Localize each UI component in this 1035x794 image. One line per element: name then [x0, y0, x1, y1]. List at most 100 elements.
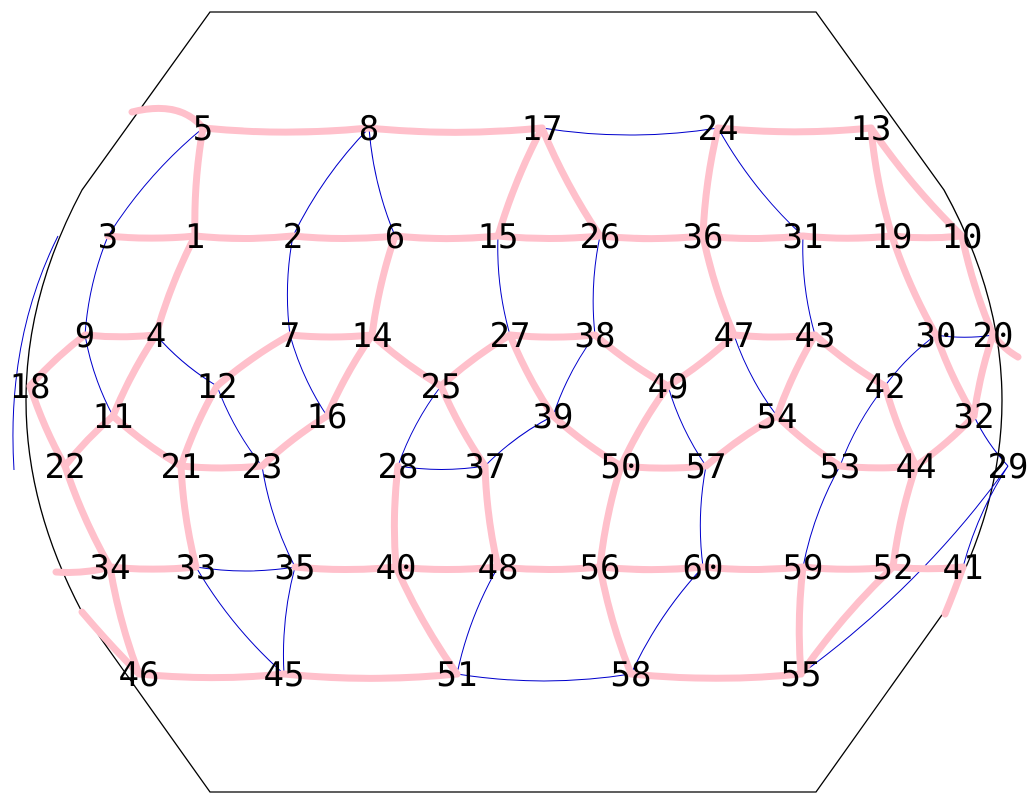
thin-edge-31-43: [802, 235, 816, 336]
thin-edge-15-27: [497, 235, 511, 336]
thick-edge-52-41: [889, 563, 967, 573]
node-label-37: 37: [465, 447, 506, 487]
thick-edge-15-26: [494, 232, 604, 243]
node-label-13: 13: [851, 109, 892, 149]
node-label-25: 25: [421, 367, 462, 407]
node-label-49: 49: [648, 367, 689, 407]
node-label-2: 2: [283, 217, 303, 257]
thick-edge-44-32: [912, 412, 978, 470]
thin-edge-8-6: [368, 127, 396, 237]
thin-edge-42-53: [839, 385, 886, 467]
thick-edge-22-34: [61, 462, 114, 571]
thick-edge-12-21: [177, 382, 221, 470]
thick-edge-56-58: [596, 563, 635, 678]
node-label-4: 4: [146, 316, 166, 356]
node-label-60: 60: [683, 548, 724, 588]
node-label-36: 36: [683, 217, 724, 257]
thin-edge-7-16: [289, 334, 328, 417]
thick-edge-36-47: [699, 232, 738, 339]
thick-edge-9-18: [26, 331, 89, 390]
node-label-46: 46: [119, 655, 160, 695]
thin-edge-8-2: [292, 127, 370, 237]
thin-edge-4-12: [155, 334, 218, 387]
thick-edge-34-46: [106, 563, 143, 678]
thin-edge-49-57: [667, 385, 707, 467]
thick-edge-20-32: [970, 331, 997, 420]
thick-edge-49-50: [617, 382, 672, 470]
thick-edge-6-14: [368, 232, 399, 339]
thick-edge-30-32: [932, 331, 978, 420]
thin-edge-47-54: [733, 334, 778, 417]
thick-edge-36-31: [699, 232, 807, 242]
node-label-7: 7: [280, 316, 300, 356]
thin-edge-28-37: [397, 465, 486, 470]
thick-edge-1-2: [191, 232, 297, 242]
thin-edge-23-35: [261, 465, 296, 568]
node-label-41: 41: [943, 548, 984, 588]
thick-edge-6-15: [391, 232, 502, 243]
node-label-19: 19: [872, 217, 913, 257]
thick-edge-38-49: [591, 331, 672, 390]
thin-edge-53-59: [802, 465, 841, 568]
thick-edge-1-4: [152, 232, 199, 339]
thick-edge-7-14: [286, 331, 376, 341]
node-label-27: 27: [490, 316, 531, 356]
node-label-20: 20: [973, 316, 1014, 356]
node-label-21: 21: [161, 447, 202, 487]
thin-edge-57-60: [699, 465, 707, 568]
node-label-35: 35: [275, 548, 316, 588]
thick-edge-48-56: [494, 563, 604, 574]
thick-edge-60-59: [699, 563, 807, 573]
thick-edge-5-1: [191, 124, 207, 240]
thin-edge-48-51: [456, 566, 499, 675]
node-label-17: 17: [522, 109, 563, 149]
thick-edge-35-40: [291, 563, 400, 574]
thick-edge-4-11: [109, 331, 160, 420]
thin-edge-32-29: [973, 415, 1009, 467]
thick-edge-44-52: [889, 462, 920, 571]
thick-edge-43-42: [811, 331, 889, 390]
node-label-39: 39: [533, 397, 574, 437]
thick-edge-14-25: [368, 331, 445, 390]
node-label-29: 29: [988, 447, 1029, 487]
thick-edge-40-51: [392, 563, 461, 678]
thick-edge-3-1: [104, 232, 199, 242]
thick-edge-27-38: [506, 331, 599, 341]
boundary-outline: [12, 11, 1003, 793]
thin-edge-9-11: [84, 334, 114, 417]
thick-edge-42-44: [881, 382, 920, 470]
node-label-53: 53: [820, 447, 861, 487]
thick-edge-11-22: [61, 412, 117, 470]
thin-edge-60-58: [630, 566, 704, 675]
thick-edge-27-39: [506, 331, 557, 420]
thin-edge-26-38: [592, 235, 601, 336]
thin-edge-12-23: [216, 385, 263, 467]
thick-edge-49-47: [664, 331, 738, 390]
node-label-15: 15: [478, 217, 519, 257]
thin-edge-38-39: [552, 334, 596, 417]
thick-edge-11-21: [109, 412, 185, 470]
thin-edge-33-35: [195, 566, 296, 572]
thick-edge-19-10: [888, 232, 966, 242]
node-label-44: 44: [896, 447, 937, 487]
thick-edges: [26, 104, 1022, 682]
node-label-10: 10: [942, 217, 983, 257]
thick-edge-8-17: [365, 124, 546, 136]
thin-edge-2-7: [286, 235, 294, 336]
thick-edge-5-8: [199, 124, 373, 136]
thick-edge-59-55: [795, 563, 807, 678]
boundary-arc-left: [12, 235, 59, 471]
thin-edge-33-45: [195, 566, 285, 675]
thick-edge-17-26: [538, 124, 604, 240]
thick-edge-43-54: [773, 331, 819, 420]
node-label-3: 3: [98, 217, 118, 257]
node-label-34: 34: [90, 548, 131, 588]
thick-edge-50-57: [617, 462, 710, 472]
thick-edge-25-37: [437, 382, 489, 470]
node-label-48: 48: [478, 548, 519, 588]
node-label-55: 55: [781, 655, 822, 695]
thick-edge-28-40: [390, 462, 402, 571]
node-label-31: 31: [783, 217, 824, 257]
thin-edge-25-28: [397, 385, 442, 467]
